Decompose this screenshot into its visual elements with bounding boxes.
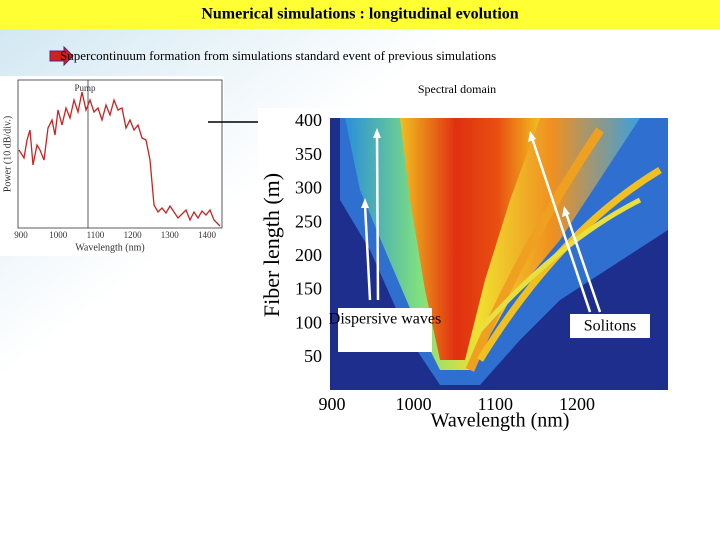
x-tick-label: 900 (319, 394, 346, 414)
left-figure (0, 76, 224, 256)
y-tick-label: 150 (295, 279, 322, 299)
y-tick-label: 200 (295, 245, 322, 265)
x-tick-label: 1200 (124, 230, 143, 240)
left-y-label: Power (10 dB/div.) (2, 116, 13, 192)
annotation-arrow-heads (361, 128, 570, 217)
x-tick-label: 1200 (559, 394, 595, 414)
y-tick-label: 250 (295, 211, 322, 231)
x-tick-label: 1400 (198, 230, 217, 240)
x-tick-label: 900 (14, 230, 28, 240)
y-tick-label: 400 (295, 110, 322, 130)
spectral-label: Spectral domain (418, 82, 496, 96)
x-tick-label: 1000 (396, 394, 432, 414)
soliton-trace (465, 127, 604, 372)
left-x-label: Wavelength (nm) (75, 242, 144, 253)
y-tick-label: 350 (295, 144, 322, 164)
x-tick-label: 1000 (49, 230, 68, 240)
annotation-box (570, 314, 650, 338)
y-tick-label: 300 (295, 178, 322, 198)
x-tick-label: 1100 (478, 394, 513, 414)
right-y-label: Fiber length (m) (259, 173, 284, 317)
y-tick-label: 50 (304, 346, 322, 366)
pump-label: Pump (74, 83, 96, 93)
y-tick-label: 100 (295, 312, 322, 332)
annotation-arrows (363, 134, 602, 313)
spectrum-line (18, 91, 221, 227)
heatmap-core (400, 118, 540, 360)
dispersive-waves-label: Dispersive waves (329, 311, 441, 328)
right-x-label: Wavelength (nm) (431, 410, 570, 432)
subtitle: Supercontinuum formation from simulation… (60, 48, 496, 63)
title-bar (0, 0, 720, 29)
annotation-box (338, 308, 432, 352)
x-tick-label: 1100 (87, 230, 105, 240)
soliton-trace (478, 197, 642, 332)
left-axes (17, 79, 223, 229)
solitons-label: Solitons (584, 318, 636, 335)
slide-title: Numerical simulations : longitudinal evo… (201, 6, 518, 23)
x-tick-label: 1300 (161, 230, 180, 240)
arrow-icon (49, 45, 74, 67)
